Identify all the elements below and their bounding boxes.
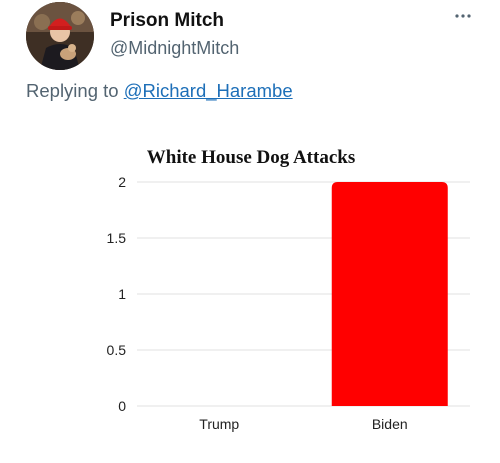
chart-bars — [331, 182, 448, 406]
y-tick-label: 1.5 — [107, 230, 127, 246]
x-axis-ticks: Trump Biden — [199, 416, 407, 432]
display-name[interactable]: Prison Mitch — [110, 10, 225, 31]
more-options-button[interactable] — [452, 6, 474, 26]
reply-to-link[interactable]: @Richard_Harambe — [123, 80, 293, 101]
x-tick-label: Trump — [199, 416, 239, 432]
y-axis-ticks: 0 0.5 1 1.5 2 — [107, 174, 127, 414]
y-tick-label: 1 — [118, 286, 126, 302]
avatar[interactable] — [26, 2, 94, 70]
y-tick-label: 0.5 — [107, 342, 127, 358]
bar-biden — [331, 182, 448, 406]
more-dots-icon — [455, 14, 471, 18]
reply-context: Replying to @Richard_Harambe — [26, 80, 293, 102]
y-tick-label: 0 — [118, 398, 126, 414]
y-tick-label: 2 — [118, 174, 126, 190]
avatar-image — [26, 2, 94, 70]
reply-prefix: Replying to — [26, 80, 124, 101]
x-tick-label: Biden — [372, 416, 408, 432]
user-handle[interactable]: @MidnightMitch — [110, 38, 240, 58]
chart-title: White House Dog Attacks — [147, 147, 355, 168]
